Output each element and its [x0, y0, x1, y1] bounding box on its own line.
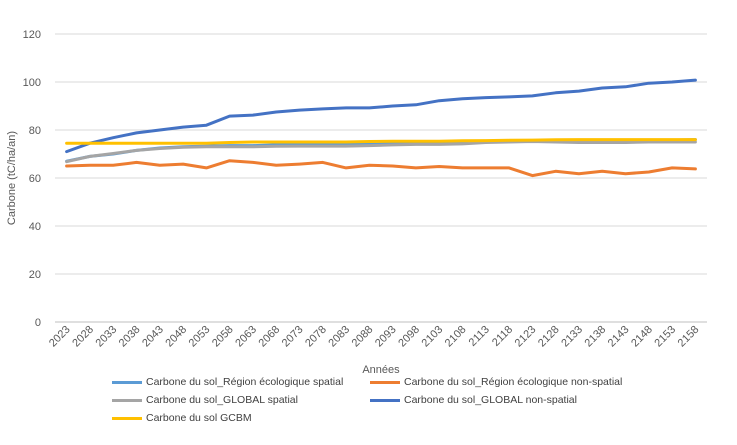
y-tick-label: 60 — [29, 173, 41, 185]
x-tick-label: 2138 — [583, 324, 609, 350]
legend-label: Carbone du sol_Région écologique spatial — [146, 376, 344, 388]
x-tick-label: 2103 — [420, 324, 446, 350]
x-tick-label: 2123 — [513, 324, 539, 350]
legend-swatch — [370, 398, 400, 402]
y-tick-label: 80 — [29, 125, 41, 137]
x-axis-title: Années — [362, 364, 400, 375]
series-line-1 — [65, 159, 697, 178]
x-tick-label: 2063 — [233, 324, 259, 350]
x-tick-label: 2133 — [559, 324, 585, 350]
x-tick-label: 2073 — [280, 324, 306, 350]
x-tick-label: 2118 — [490, 324, 515, 349]
legend-label: Carbone du sol GCBM — [146, 412, 252, 424]
x-tick-label: 2113 — [467, 324, 492, 349]
series-line-2 — [65, 140, 697, 164]
x-tick-label: 2078 — [303, 324, 329, 350]
legend-label: Carbone du sol_Région écologique non-spa… — [404, 376, 623, 388]
y-tick-label: 40 — [29, 221, 41, 233]
legend-swatch — [112, 398, 142, 402]
x-tick-label: 2043 — [140, 324, 166, 350]
y-tick-labels: 0 20 40 60 80 100 120 — [23, 29, 41, 329]
x-tick-label: 2033 — [94, 324, 120, 350]
x-tick-label: 2028 — [70, 324, 96, 350]
legend-item: Carbone du sol_GLOBAL spatial — [112, 394, 370, 406]
y-tick-label: 20 — [29, 269, 41, 281]
y-tick-label: 120 — [23, 29, 41, 41]
series-line-3 — [65, 78, 697, 154]
legend-swatch — [370, 380, 400, 384]
x-tick-label: 2108 — [443, 324, 469, 350]
x-tick-label: 2083 — [326, 324, 352, 350]
x-tick-label: 2038 — [117, 324, 143, 350]
x-tick-labels: 2023202820332038204320482053205820632068… — [47, 324, 702, 350]
legend-swatch — [112, 380, 142, 384]
x-tick-label: 2098 — [396, 324, 422, 350]
x-tick-label: 2148 — [629, 324, 655, 350]
legend-item: Carbone du sol_GLOBAL non-spatial — [370, 394, 670, 406]
legend-item: Carbone du sol GCBM — [112, 412, 370, 424]
x-tick-label: 2023 — [47, 324, 73, 350]
y-axis-title: Carbone (tC/ha/an) — [6, 131, 18, 225]
x-tick-label: 2068 — [257, 324, 283, 350]
x-tick-label: 2143 — [606, 324, 632, 350]
y-gridlines — [55, 33, 707, 323]
legend-swatch — [112, 416, 142, 420]
legend-label: Carbone du sol_GLOBAL spatial — [146, 394, 298, 406]
x-tick-label: 2088 — [350, 324, 376, 350]
x-tick-label: 2128 — [536, 324, 562, 350]
legend: Carbone du sol_Région écologique spatial… — [112, 376, 672, 424]
legend-label: Carbone du sol_GLOBAL non-spatial — [404, 394, 577, 406]
series-lines — [65, 78, 697, 178]
x-tick-label: 2058 — [210, 324, 236, 350]
line-chart: 0 20 40 60 80 100 120 202320282033203820432048… — [6, 29, 707, 375]
x-tick-label: 2093 — [373, 324, 399, 350]
legend-item: Carbone du sol_Région écologique non-spa… — [370, 376, 670, 388]
series-line-4 — [65, 138, 697, 145]
y-tick-label: 100 — [23, 77, 41, 89]
x-tick-label: 2153 — [652, 324, 678, 350]
y-tick-label: 0 — [35, 317, 41, 329]
x-tick-label: 2053 — [187, 324, 213, 350]
x-tick-label: 2048 — [163, 324, 189, 350]
legend-item: Carbone du sol_Région écologique spatial — [112, 376, 370, 388]
x-tick-label: 2158 — [676, 324, 702, 350]
